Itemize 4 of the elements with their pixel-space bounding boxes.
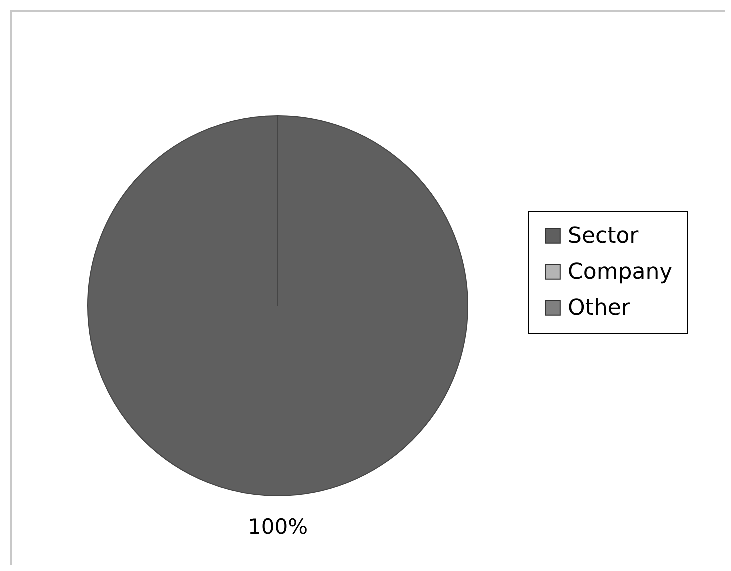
- legend-label: Sector: [568, 224, 640, 249]
- data-label: 100%: [248, 515, 308, 539]
- legend-label: Other: [568, 296, 632, 321]
- legend-label: Company: [568, 260, 673, 285]
